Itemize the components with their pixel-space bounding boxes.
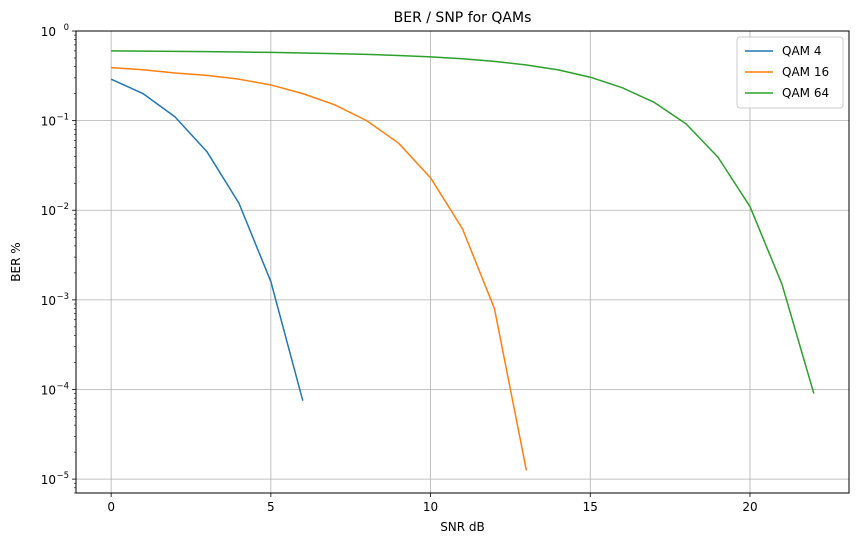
y-tick-label: 10 <box>41 294 56 308</box>
series-line-2 <box>111 66 528 471</box>
legend-label: QAM 64 <box>782 86 829 100</box>
x-axis-label: SNR dB <box>440 520 485 534</box>
y-tick-label: 10 <box>41 383 56 397</box>
legend-label: QAM 16 <box>782 65 829 79</box>
legend-box <box>736 36 844 109</box>
series-lines <box>110 50 815 471</box>
y-tick-exponent: 0 <box>64 23 69 33</box>
y-tick-label: 10 <box>41 25 56 39</box>
x-tick-label: 0 <box>107 500 115 514</box>
chart-title: BER / SNP for QAMs <box>394 10 532 26</box>
y-tick-exponent: −3 <box>56 292 69 302</box>
x-tick-label: 15 <box>583 500 598 514</box>
y-tick-label: 10 <box>41 473 56 487</box>
legend: QAM 4 QAM 16 QAM 64 <box>736 36 844 109</box>
series-line-3 <box>111 50 815 394</box>
plot-frame <box>75 30 850 494</box>
y-tick-exponent: −1 <box>56 113 69 123</box>
y-tick-label: 10 <box>41 204 56 218</box>
series-line-1 <box>110 78 304 401</box>
y-tick-label: 10 <box>41 115 56 129</box>
x-tick-label: 5 <box>267 500 275 514</box>
y-tick-exponent: −5 <box>56 471 69 481</box>
y-axis-label: BER % <box>9 242 23 281</box>
y-tick-exponent: −4 <box>56 381 69 391</box>
x-tick-label: 20 <box>742 500 757 514</box>
y-tick-exponent: −2 <box>56 202 69 212</box>
x-tick-label: 10 <box>423 500 438 514</box>
legend-label: QAM 4 <box>782 44 821 58</box>
